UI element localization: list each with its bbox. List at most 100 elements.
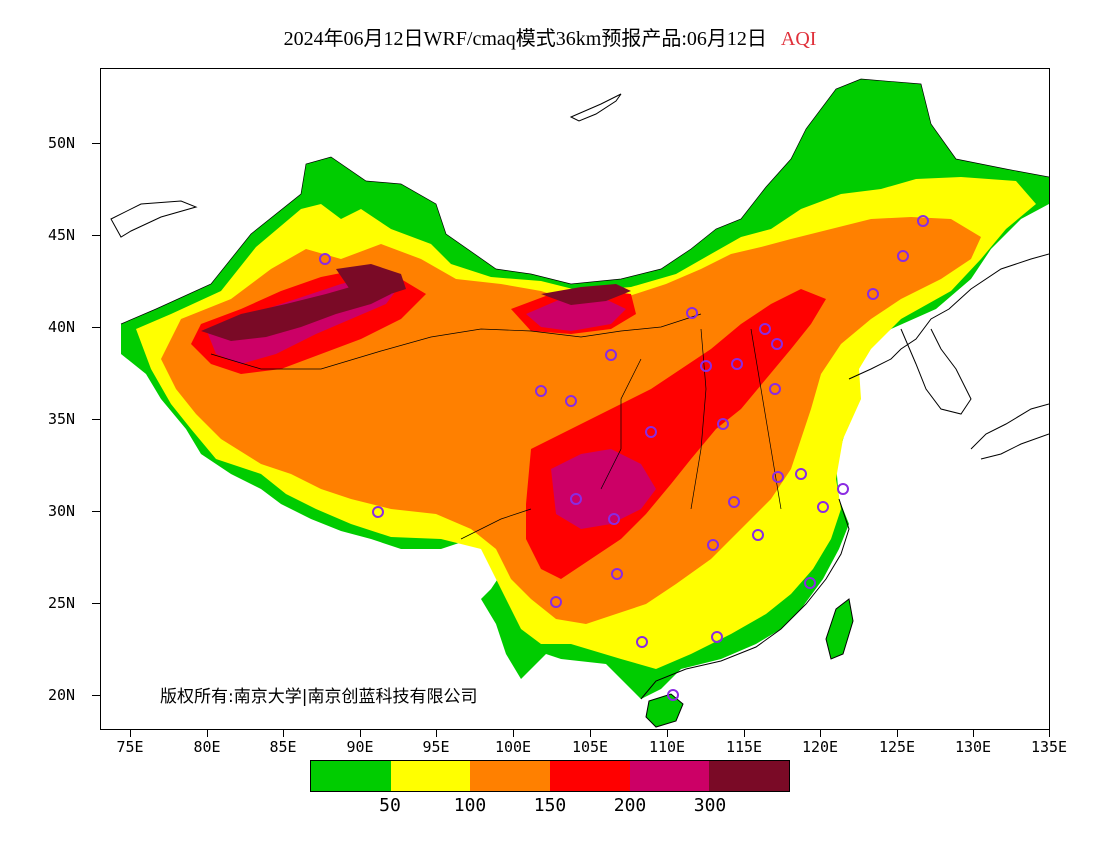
lat-tick bbox=[92, 327, 100, 328]
title-main: 2024年06月12日WRF/cmaq模式36km预报产品:06月12日 bbox=[283, 28, 767, 50]
lon-label-100e: 100E bbox=[494, 738, 532, 756]
station-marker bbox=[570, 493, 582, 505]
lat-tick bbox=[92, 603, 100, 604]
lat-label-30n: 30N bbox=[48, 502, 76, 520]
station-marker bbox=[667, 689, 679, 701]
legend-label-200: 200 bbox=[613, 795, 647, 816]
lat-tick bbox=[92, 143, 100, 144]
station-marker bbox=[565, 395, 577, 407]
station-layer bbox=[319, 215, 929, 701]
station-marker bbox=[372, 506, 384, 518]
legend-label-50: 50 bbox=[379, 795, 401, 816]
station-marker bbox=[759, 323, 771, 335]
lon-label-80e: 80E bbox=[193, 738, 221, 756]
station-marker bbox=[686, 307, 698, 319]
lon-label-75e: 75E bbox=[116, 738, 144, 756]
station-marker bbox=[769, 383, 781, 395]
taiwan-island bbox=[825, 598, 854, 660]
hainan-island bbox=[645, 693, 684, 728]
lat-tick bbox=[92, 695, 100, 696]
copyright-text: 版权所有:南京大学|南京创蓝科技有限公司 bbox=[160, 687, 478, 707]
station-marker bbox=[752, 529, 764, 541]
lon-tick bbox=[744, 730, 745, 737]
lat-tick bbox=[92, 419, 100, 420]
legend-label-150: 150 bbox=[533, 795, 567, 816]
lat-label-40n: 40N bbox=[48, 318, 76, 336]
legend-swatch-hazardous bbox=[709, 761, 790, 791]
coastline bbox=[848, 253, 1049, 380]
lat-tick bbox=[92, 511, 100, 512]
aqi-zone-very-unhealthy bbox=[526, 297, 626, 331]
station-marker bbox=[645, 426, 657, 438]
lat-label-50n: 50N bbox=[48, 134, 76, 152]
lat-label-20n: 20N bbox=[48, 686, 76, 704]
lon-label-95e: 95E bbox=[422, 738, 450, 756]
station-marker bbox=[535, 385, 547, 397]
lon-tick bbox=[283, 730, 284, 737]
station-marker bbox=[605, 349, 617, 361]
station-marker bbox=[728, 496, 740, 508]
station-marker bbox=[319, 253, 331, 265]
lon-label-135e: 135E bbox=[1030, 738, 1068, 756]
lon-tick bbox=[436, 730, 437, 737]
aqi-zone-very-unhealthy bbox=[551, 449, 656, 529]
lon-tick bbox=[973, 730, 974, 737]
coastline bbox=[640, 498, 850, 700]
station-marker bbox=[611, 568, 623, 580]
aqi-map bbox=[100, 68, 1050, 730]
lon-label-85e: 85E bbox=[269, 738, 297, 756]
korea-japan-outline bbox=[900, 328, 1049, 460]
station-marker bbox=[707, 539, 719, 551]
station-marker bbox=[867, 288, 879, 300]
lon-label-105e: 105E bbox=[571, 738, 609, 756]
aqi-zone-hazardous bbox=[336, 264, 406, 297]
station-marker bbox=[817, 501, 829, 513]
aqi-zone-hazardous bbox=[541, 284, 631, 305]
lat-label-25n: 25N bbox=[48, 594, 76, 612]
legend-label-100: 100 bbox=[453, 795, 487, 816]
lon-tick bbox=[1049, 730, 1050, 737]
lon-tick bbox=[130, 730, 131, 737]
lon-label-115e: 115E bbox=[725, 738, 763, 756]
station-marker bbox=[897, 250, 909, 262]
lon-tick bbox=[590, 730, 591, 737]
lon-tick bbox=[820, 730, 821, 737]
lat-tick bbox=[92, 235, 100, 236]
lon-label-120e: 120E bbox=[801, 738, 839, 756]
station-marker bbox=[731, 358, 743, 370]
legend-swatch-moderate bbox=[390, 761, 471, 791]
station-marker bbox=[804, 577, 816, 589]
lon-tick bbox=[513, 730, 514, 737]
legend-swatch-good bbox=[311, 761, 391, 791]
aqi-legend-bar bbox=[310, 760, 790, 792]
lon-label-125e: 125E bbox=[878, 738, 916, 756]
lon-tick bbox=[207, 730, 208, 737]
station-marker bbox=[795, 468, 807, 480]
station-marker bbox=[772, 471, 784, 483]
legend-swatch-unhealthy bbox=[550, 761, 630, 791]
station-marker bbox=[550, 596, 562, 608]
station-marker bbox=[717, 418, 729, 430]
station-marker bbox=[771, 338, 783, 350]
map-canvas bbox=[110, 78, 1049, 728]
lon-tick bbox=[667, 730, 668, 737]
title-variable: AQI bbox=[780, 28, 817, 50]
station-marker bbox=[711, 631, 723, 643]
lon-tick bbox=[897, 730, 898, 737]
station-marker bbox=[917, 215, 929, 227]
station-marker bbox=[608, 513, 620, 525]
station-marker bbox=[837, 483, 849, 495]
legend-swatch-usg bbox=[470, 761, 551, 791]
mongolia-lake-outline bbox=[110, 93, 622, 238]
aqi-zone-hazardous bbox=[201, 279, 391, 341]
lat-label-35n: 35N bbox=[48, 410, 76, 428]
lat-label-45n: 45N bbox=[48, 226, 76, 244]
legend-swatch-very-unhealthy bbox=[629, 761, 710, 791]
station-marker bbox=[700, 360, 712, 372]
lon-label-90e: 90E bbox=[346, 738, 374, 756]
station-marker bbox=[636, 636, 648, 648]
lon-label-130e: 130E bbox=[954, 738, 992, 756]
border-line bbox=[120, 78, 1049, 325]
lon-tick bbox=[360, 730, 361, 737]
lon-label-110e: 110E bbox=[648, 738, 686, 756]
